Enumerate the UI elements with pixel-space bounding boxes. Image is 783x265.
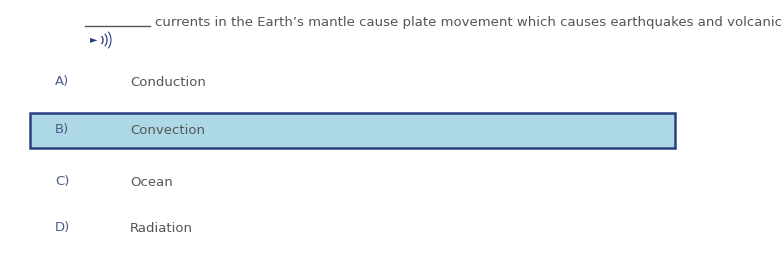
Text: C): C) bbox=[55, 175, 70, 188]
Bar bbox=[30, 113, 675, 148]
Text: ►: ► bbox=[90, 34, 98, 44]
Text: Radiation: Radiation bbox=[130, 222, 193, 235]
Text: Conduction: Conduction bbox=[130, 76, 206, 89]
Text: currents in the Earth’s mantle cause plate movement which causes earthquakes and: currents in the Earth’s mantle cause pla… bbox=[155, 16, 783, 29]
Text: B): B) bbox=[55, 123, 69, 136]
Text: Ocean: Ocean bbox=[130, 175, 173, 188]
Text: D): D) bbox=[55, 222, 70, 235]
Text: A): A) bbox=[55, 76, 69, 89]
Text: Convection: Convection bbox=[130, 123, 205, 136]
